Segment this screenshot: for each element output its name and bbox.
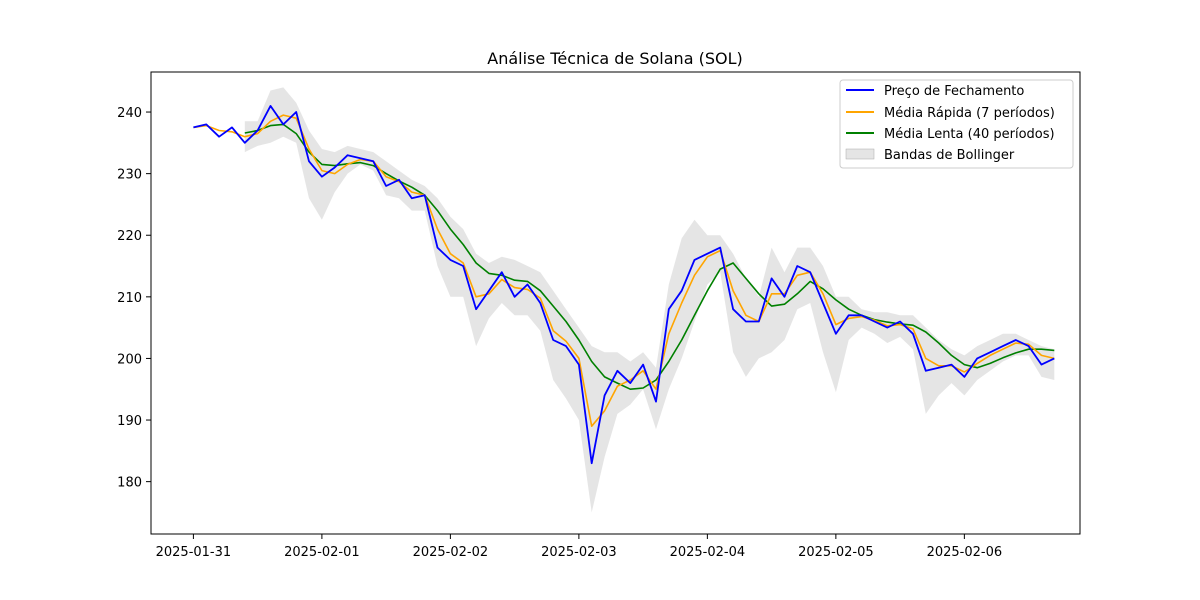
y-tick-label: 190 bbox=[117, 414, 142, 429]
legend-label-slow-ma: Média Lenta (40 períodos) bbox=[884, 127, 1055, 142]
x-tick-label: 2025-02-01 bbox=[284, 545, 360, 560]
fast-ma-line bbox=[193, 114, 1055, 427]
legend-label-bollinger: Bandas de Bollinger bbox=[884, 148, 1015, 163]
legend-label-close: Preço de Fechamento bbox=[884, 84, 1024, 99]
legend-label-fast-ma: Média Rápida (7 períodos) bbox=[884, 106, 1055, 121]
x-tick-label: 2025-01-31 bbox=[156, 545, 232, 560]
y-tick-label: 210 bbox=[117, 291, 142, 306]
legend: Preço de Fechamento Média Rápida (7 perí… bbox=[839, 79, 1074, 169]
plot-area bbox=[193, 87, 1055, 513]
x-tick-label: 2025-02-02 bbox=[413, 545, 489, 560]
close-price-line bbox=[193, 105, 1055, 465]
x-tick-label: 2025-02-06 bbox=[927, 545, 1003, 560]
y-axis: 180 190 200 210 220 230 240 bbox=[117, 106, 151, 491]
y-tick-label: 220 bbox=[117, 229, 142, 244]
y-tick-label: 200 bbox=[117, 352, 142, 367]
chart-title: Análise Técnica de Solana (SOL) bbox=[487, 49, 742, 68]
legend-box bbox=[839, 79, 1074, 169]
y-tick-label: 180 bbox=[117, 476, 142, 491]
x-tick-label: 2025-02-03 bbox=[541, 545, 617, 560]
x-tick-label: 2025-02-04 bbox=[670, 545, 746, 560]
plot-frame bbox=[150, 71, 1081, 535]
legend-swatch-bollinger bbox=[845, 148, 875, 160]
x-tick-label: 2025-02-05 bbox=[798, 545, 874, 560]
y-tick-label: 230 bbox=[117, 168, 142, 183]
x-axis: 2025-01-31 2025-02-01 2025-02-02 2025-02-03… bbox=[156, 534, 1003, 560]
y-tick-label: 240 bbox=[117, 106, 142, 121]
